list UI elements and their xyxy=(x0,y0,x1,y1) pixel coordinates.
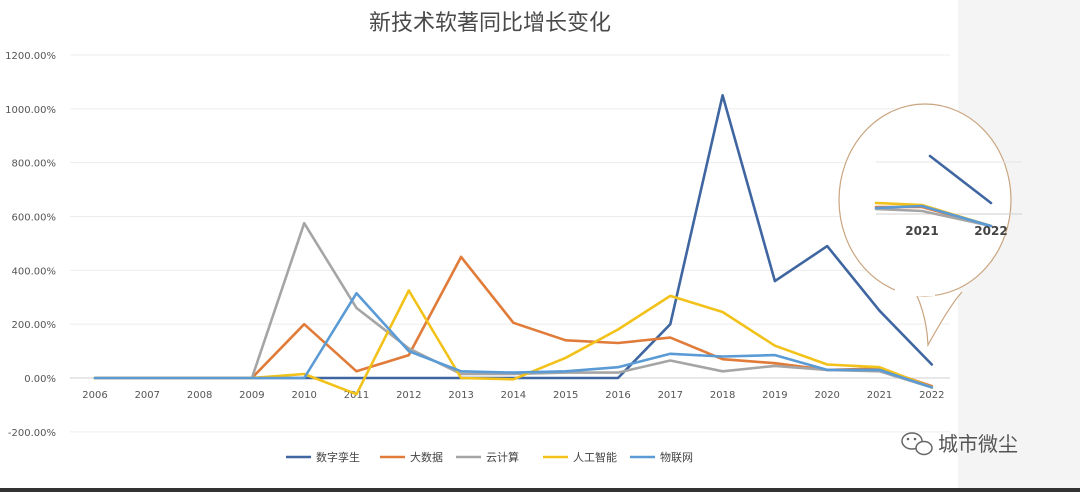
y-tick-label: 1200.00% xyxy=(5,51,56,62)
y-axis-ticks: 1200.00% 1000.00% 800.00% 600.00% 400.00% 200… xyxy=(5,51,56,439)
y-tick-label: 200.00% xyxy=(12,320,57,331)
x-tick-label: 2021 xyxy=(867,390,892,401)
x-tick-label: 2022 xyxy=(919,390,944,401)
x-tick-label: 2020 xyxy=(814,390,839,401)
wechat-icon xyxy=(901,432,933,456)
x-tick-label: 2006 xyxy=(82,390,107,401)
legend-label: 云计算 xyxy=(486,450,519,464)
bottom-edge xyxy=(0,488,1080,492)
series-line xyxy=(93,255,934,388)
x-tick-label: 2017 xyxy=(658,390,683,401)
y-tick-label: -200.00% xyxy=(8,428,56,439)
watermark-text: 城市微尘 xyxy=(938,432,1018,456)
watermark: 城市微尘 xyxy=(901,432,1018,456)
callout-series-lines xyxy=(874,154,993,228)
y-tick-label: 400.00% xyxy=(12,266,57,277)
y-tick-label: 600.00% xyxy=(12,212,57,223)
x-tick-label: 2018 xyxy=(710,390,735,401)
x-tick-label: 2019 xyxy=(762,390,787,401)
legend: 数字孪生 大数据 云计算 人工智能 物联网 xyxy=(286,450,693,464)
legend-label: 数字孪生 xyxy=(316,450,360,464)
x-tick-label: 2016 xyxy=(605,390,630,401)
x-axis-ticks: 2006 2007 2008 2009 2010 2011 2012 2013 2014 2015… xyxy=(82,390,944,401)
chart-title: 新技术软著同比增长变化 xyxy=(369,11,611,36)
x-tick-label: 2015 xyxy=(553,390,578,401)
callout-series-line xyxy=(928,154,993,205)
series-line xyxy=(93,94,934,380)
grid-lines xyxy=(70,54,950,433)
legend-label: 人工智能 xyxy=(573,450,617,464)
callout-tick-2022: 2022 xyxy=(974,224,1007,238)
callout-tick-2021: 2021 xyxy=(905,224,938,238)
x-tick-label: 2009 xyxy=(239,390,264,401)
zoom-callout: 2021 2022 xyxy=(838,103,1022,348)
series-line xyxy=(93,291,934,389)
x-tick-label: 2010 xyxy=(291,390,316,401)
callout-joint-mask xyxy=(895,282,935,296)
x-tick-label: 2014 xyxy=(501,390,526,401)
x-tick-label: 2007 xyxy=(135,390,160,401)
y-tick-label: 800.00% xyxy=(12,159,57,170)
x-tick-label: 2012 xyxy=(396,390,421,401)
series-lines xyxy=(93,94,934,396)
y-tick-label: 0.00% xyxy=(24,374,56,385)
y-tick-label: 1000.00% xyxy=(5,105,56,116)
legend-label: 大数据 xyxy=(410,450,443,464)
x-tick-label: 2008 xyxy=(187,390,212,401)
callout-series-line xyxy=(874,207,993,228)
x-tick-label: 2013 xyxy=(448,390,473,401)
legend-label: 物联网 xyxy=(660,450,693,464)
callout-series-line xyxy=(874,204,993,228)
